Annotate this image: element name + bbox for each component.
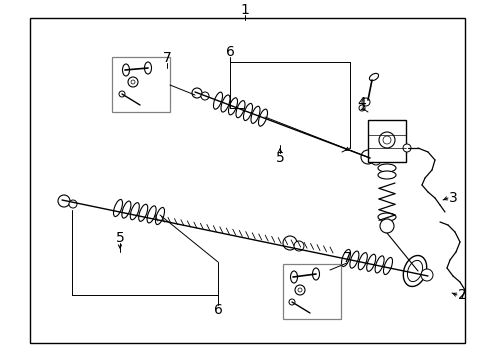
Ellipse shape	[213, 92, 222, 109]
Circle shape	[201, 92, 208, 100]
Ellipse shape	[377, 164, 395, 172]
Text: 5: 5	[115, 231, 124, 245]
Circle shape	[360, 150, 374, 164]
Text: 3: 3	[447, 191, 456, 205]
Circle shape	[293, 241, 304, 251]
Text: 7: 7	[163, 51, 171, 65]
Text: 4: 4	[357, 96, 366, 110]
Bar	[112, 57, 170, 112]
Circle shape	[283, 236, 296, 250]
Bar	[367, 120, 405, 162]
Ellipse shape	[366, 254, 375, 271]
Circle shape	[58, 195, 70, 207]
Circle shape	[370, 155, 380, 165]
Ellipse shape	[113, 199, 122, 217]
Circle shape	[358, 105, 364, 111]
Circle shape	[288, 299, 294, 305]
Ellipse shape	[383, 257, 392, 275]
Ellipse shape	[130, 203, 139, 220]
Text: 5: 5	[275, 151, 284, 165]
Ellipse shape	[236, 100, 244, 118]
Circle shape	[128, 77, 138, 87]
Ellipse shape	[312, 268, 319, 280]
Ellipse shape	[290, 271, 297, 283]
Circle shape	[131, 80, 135, 84]
Text: 6: 6	[225, 45, 234, 59]
Ellipse shape	[403, 256, 426, 287]
Ellipse shape	[407, 260, 422, 282]
Circle shape	[382, 136, 390, 144]
Bar	[283, 264, 340, 319]
Ellipse shape	[155, 207, 164, 225]
Ellipse shape	[377, 171, 395, 179]
Circle shape	[297, 288, 302, 292]
Ellipse shape	[221, 95, 229, 112]
Ellipse shape	[341, 249, 350, 266]
Ellipse shape	[122, 201, 131, 218]
Circle shape	[379, 219, 393, 233]
Text: 1: 1	[240, 3, 249, 17]
Circle shape	[294, 285, 305, 295]
Circle shape	[402, 144, 410, 152]
Ellipse shape	[122, 64, 129, 76]
Ellipse shape	[144, 62, 151, 74]
Bar	[30, 18, 464, 343]
Circle shape	[420, 269, 432, 281]
Ellipse shape	[243, 103, 252, 121]
Circle shape	[119, 91, 125, 97]
Ellipse shape	[147, 206, 156, 223]
Ellipse shape	[374, 256, 383, 273]
Circle shape	[192, 88, 202, 98]
Ellipse shape	[258, 109, 267, 126]
Ellipse shape	[250, 106, 260, 123]
Circle shape	[69, 200, 77, 208]
Text: 7: 7	[342, 251, 351, 265]
Circle shape	[361, 98, 369, 106]
Ellipse shape	[368, 73, 378, 81]
Circle shape	[378, 132, 394, 148]
Ellipse shape	[228, 98, 237, 115]
Ellipse shape	[349, 251, 358, 268]
Ellipse shape	[377, 213, 395, 221]
Text: 6: 6	[213, 303, 222, 317]
Ellipse shape	[358, 253, 366, 270]
Ellipse shape	[139, 204, 147, 221]
Text: 2: 2	[457, 288, 466, 302]
